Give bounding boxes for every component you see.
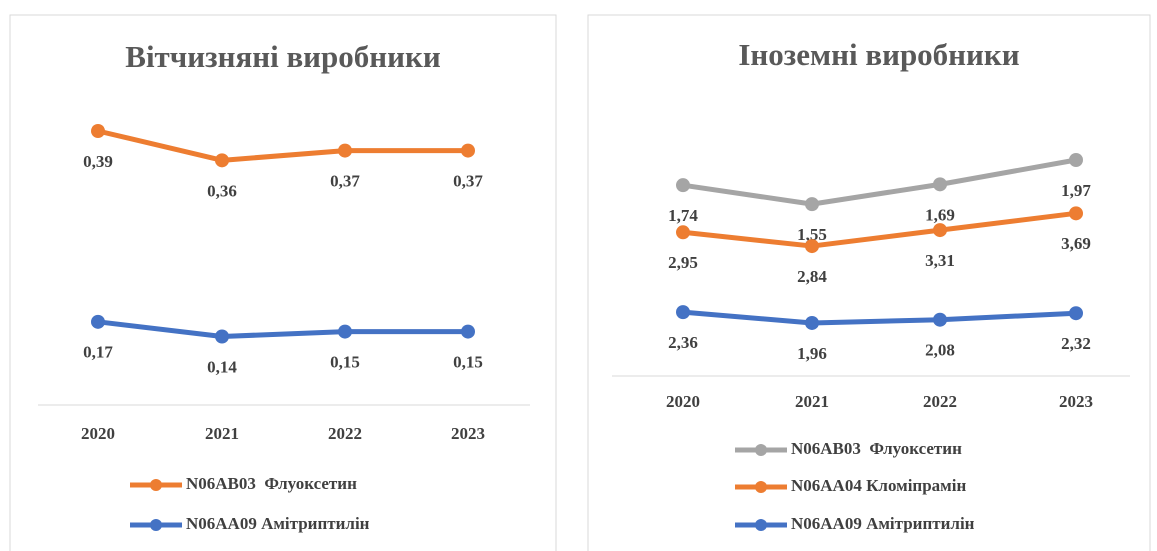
data-label: 1,55: [797, 225, 827, 244]
x-tick-label: 2021: [795, 392, 829, 411]
data-point: [933, 223, 947, 238]
legend-marker: [150, 519, 162, 531]
legend-label: N06AA09 Амітриптилін: [186, 514, 370, 533]
legend-label: N06AA04 Кломіпрамін: [791, 476, 966, 495]
data-label: 0,37: [453, 171, 483, 190]
data-label: 0,15: [453, 353, 483, 372]
data-point: [91, 314, 105, 329]
legend-marker: [755, 519, 767, 531]
series-line: [682, 157, 1077, 207]
data-label: 0,15: [330, 353, 360, 372]
data-point: [933, 312, 947, 327]
legend-marker: [755, 444, 767, 456]
data-point: [805, 239, 819, 254]
data-label: 2,84: [797, 267, 827, 286]
chart-title: Вітчизняні виробники: [125, 39, 441, 74]
data-label: 2,95: [668, 253, 698, 272]
legend-label: N06AA09 Амітриптилін: [791, 514, 975, 533]
legend-marker: [755, 481, 767, 493]
legend-label: N06AB03 Флуоксетин: [186, 474, 357, 493]
data-point: [1069, 206, 1083, 221]
data-point: [91, 124, 105, 138]
x-tick-label: 2020: [666, 392, 700, 411]
data-label: 3,31: [925, 251, 955, 270]
data-point: [676, 225, 690, 240]
data-point: [215, 329, 229, 344]
data-point: [805, 315, 819, 330]
data-point: [1069, 306, 1083, 321]
data-point: [676, 305, 690, 320]
data-label: 1,74: [668, 206, 698, 225]
data-label: 1,96: [797, 344, 827, 363]
x-tick-label: 2023: [1059, 392, 1093, 411]
x-tick-label: 2022: [328, 424, 362, 443]
x-tick-label: 2023: [451, 424, 485, 443]
x-tick-label: 2022: [923, 392, 957, 411]
data-point: [1069, 153, 1083, 167]
series-line: [682, 210, 1077, 249]
panel: [587, 14, 1151, 551]
data-point: [805, 197, 819, 212]
data-point: [215, 153, 229, 168]
data-label: 0,37: [330, 171, 360, 190]
data-label: 0,17: [83, 343, 113, 362]
x-tick-label: 2020: [81, 424, 115, 443]
data-label: 3,69: [1061, 234, 1091, 253]
data-point: [676, 178, 690, 193]
panel: [9, 14, 557, 551]
series-line: [97, 319, 468, 339]
chart-title: Іноземні виробники: [738, 37, 1019, 72]
data-point: [461, 324, 475, 339]
data-label: 2,36: [668, 333, 698, 352]
series-line: [97, 128, 468, 163]
data-label: 0,14: [207, 357, 237, 376]
data-label: 1,69: [925, 205, 955, 224]
x-tick-label: 2021: [205, 424, 239, 443]
data-label: 0,36: [207, 181, 237, 200]
data-label: 0,39: [83, 152, 113, 171]
legend-marker: [150, 479, 162, 491]
legend-label: N06AB03 Флуоксетин: [791, 439, 962, 458]
data-point: [933, 177, 947, 192]
data-label: 2,32: [1061, 334, 1091, 353]
data-point: [338, 324, 352, 339]
data-label: 1,97: [1061, 181, 1091, 200]
data-label: 2,08: [925, 341, 955, 360]
series-line: [682, 309, 1077, 326]
data-point: [461, 143, 475, 158]
data-point: [338, 143, 352, 158]
